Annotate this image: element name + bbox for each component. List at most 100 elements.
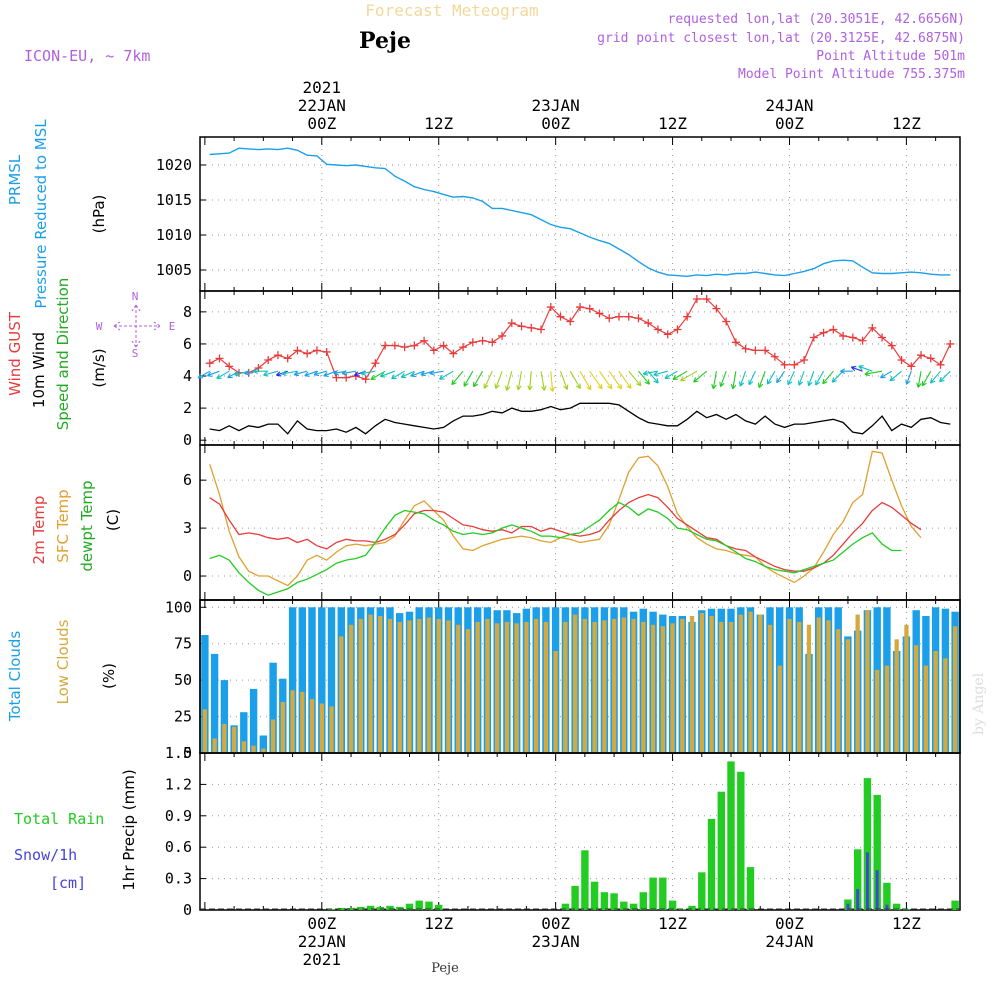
gust-marker xyxy=(429,346,438,355)
time-label-bottom: 22JAN xyxy=(298,932,346,951)
wind-direction-arrow xyxy=(569,370,581,389)
wind-direction-arrow xyxy=(693,370,708,383)
wind-direction-arrow xyxy=(653,370,668,377)
gust-marker xyxy=(887,341,896,350)
low-cloud-bar xyxy=(358,618,363,753)
low-cloud-bar xyxy=(514,623,519,753)
wind-direction-arrow xyxy=(579,370,592,391)
low-cloud-bar xyxy=(436,618,441,753)
low-cloud-bar xyxy=(290,690,295,753)
gust-marker xyxy=(741,344,750,353)
wind-direction-arrow xyxy=(516,371,523,391)
rain-bar xyxy=(863,778,872,910)
time-label-top: 2021 xyxy=(303,78,342,97)
rain-bar xyxy=(337,907,345,910)
low-cloud-bar xyxy=(894,639,899,753)
y-tick-label: 1015 xyxy=(156,191,192,209)
gust-marker xyxy=(702,295,711,304)
y-tick-label: 1005 xyxy=(156,261,192,279)
wind-direction-arrow xyxy=(589,370,603,390)
gust-marker xyxy=(722,317,731,326)
gust-marker xyxy=(566,317,575,326)
y-tick-label: 25 xyxy=(174,708,192,726)
low-cloud-bar xyxy=(270,719,276,753)
snow-bar xyxy=(856,889,860,910)
gust-marker xyxy=(780,360,789,369)
wind-direction-arrow xyxy=(559,371,569,390)
y-tick-label: 0 xyxy=(183,901,192,919)
gust-marker xyxy=(507,319,516,328)
low-cloud-bar xyxy=(300,691,305,753)
low-cloud-bar xyxy=(339,636,344,753)
y-tick-label: 2 xyxy=(183,399,192,417)
total-cloud-bar xyxy=(259,735,267,753)
gust-marker xyxy=(225,362,234,371)
panel-frame xyxy=(199,290,961,446)
total-cloud-bar xyxy=(327,607,336,753)
ylabel-dewpt: dewpt Temp xyxy=(78,480,96,571)
gust-marker xyxy=(907,362,916,371)
gust-marker xyxy=(917,351,926,360)
low-cloud-bar xyxy=(241,741,246,753)
wind-direction-arrow xyxy=(711,371,717,390)
time-label-top: 12Z xyxy=(658,114,687,133)
low-cloud-bar xyxy=(738,614,743,753)
gust-marker xyxy=(264,355,273,364)
time-label-bottom: 12Z xyxy=(892,914,921,933)
wind-direction-arrow xyxy=(850,365,863,372)
low-cloud-bar xyxy=(670,623,675,753)
y-tick-label: 8 xyxy=(183,303,192,321)
total-cloud-bar xyxy=(210,653,219,753)
low-cloud-bar xyxy=(407,620,412,753)
time-label-top: 23JAN xyxy=(532,96,580,115)
rain-bar xyxy=(590,881,599,910)
low-cloud-bar xyxy=(943,658,948,753)
gust-marker xyxy=(546,303,555,312)
rain-bar xyxy=(561,903,570,910)
low-cloud-bar xyxy=(495,623,500,753)
y-tick-label: 1020 xyxy=(156,156,192,174)
wind-direction-arrow xyxy=(429,370,444,376)
y-tick-label: 100 xyxy=(165,598,192,616)
time-label-bottom: 24JAN xyxy=(765,932,813,951)
gust-marker xyxy=(215,354,224,363)
y-tick-label: 0 xyxy=(183,567,192,585)
wind-direction-arrow xyxy=(304,370,318,377)
rain-bar xyxy=(688,905,696,910)
rain-bar xyxy=(737,771,745,910)
gust-marker xyxy=(673,325,682,334)
wind-direction-arrow xyxy=(776,370,786,384)
pressure-line xyxy=(209,147,951,278)
low-cloud-bar xyxy=(553,651,558,753)
gust-marker xyxy=(731,338,740,347)
wind-direction-arrow xyxy=(252,368,269,374)
gust-marker xyxy=(449,349,458,358)
low-cloud-bar xyxy=(748,611,753,753)
time-label-bottom: 2021 xyxy=(303,950,342,969)
total-cloud-bar xyxy=(220,680,229,753)
wind-direction-arrow xyxy=(439,370,454,380)
low-cloud-bar xyxy=(280,702,285,753)
low-cloud-bar xyxy=(875,669,880,753)
time-label-bottom: 23JAN xyxy=(532,932,580,951)
ylabel-gust: Wind GUST xyxy=(6,311,24,396)
snow-bar xyxy=(875,870,879,910)
wind-direction-arrow xyxy=(672,370,688,381)
rain-bar xyxy=(893,903,901,910)
wind-direction-arrow xyxy=(281,370,298,376)
time-label-top: 00Z xyxy=(541,114,570,133)
ylabel-prmsl: PRMSL xyxy=(6,154,24,205)
wind-direction-arrow xyxy=(719,371,727,388)
rain-bar xyxy=(425,901,433,910)
low-cloud-bar xyxy=(465,629,471,753)
wind-direction-arrow xyxy=(463,370,474,387)
wind-direction-arrow xyxy=(293,370,308,377)
total-cloud-bar xyxy=(288,607,297,753)
low-cloud-bar xyxy=(563,621,568,753)
rain-bar xyxy=(659,877,667,910)
low-cloud-bar xyxy=(953,626,958,753)
low-cloud-bar xyxy=(884,665,890,753)
rain-bar xyxy=(639,892,647,910)
model-label: ICON-EU, ~ 7km xyxy=(24,47,150,65)
gust-marker xyxy=(410,341,419,350)
